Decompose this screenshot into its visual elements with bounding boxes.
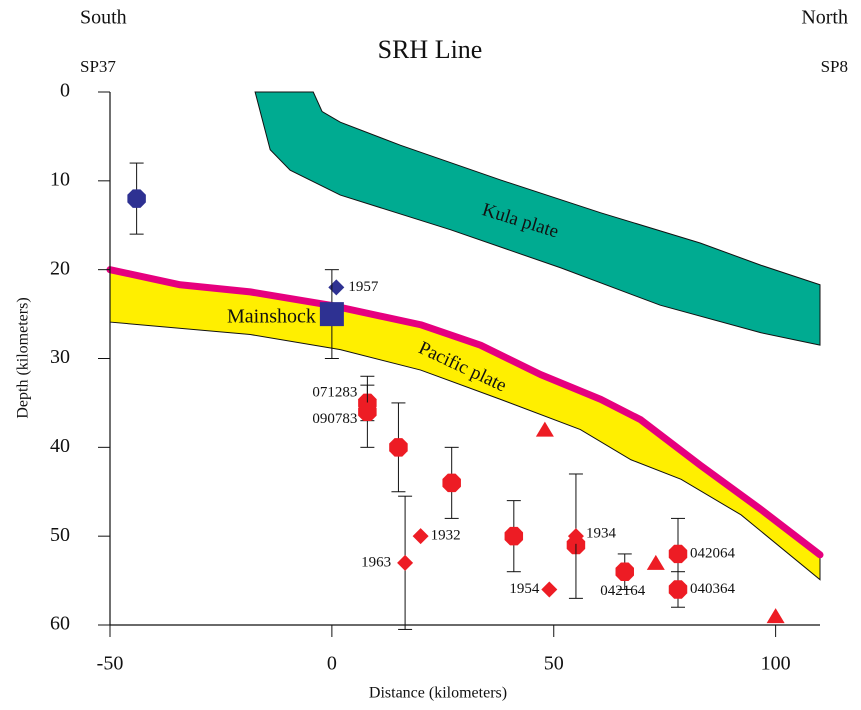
point-label: Mainshock [227,306,316,328]
point-octagon [504,526,524,546]
x-tick-label: 50 [544,653,564,675]
corner-label: North [801,7,848,29]
point-triangle [646,554,665,570]
corner-label: SP37 [80,57,116,76]
point-label: 1963 [361,554,391,570]
x-tick-label: -50 [97,653,124,675]
plate-band [254,91,821,346]
point-label: 1932 [431,528,461,544]
point-diamond [412,528,429,545]
y-tick-label: 40 [50,435,70,457]
point-octagon [127,189,146,208]
point-label: 1954 [509,581,540,597]
y-tick-label: 60 [50,613,70,635]
y-tick-label: 10 [50,168,70,190]
point-label: 040364 [690,581,736,597]
point-label: 071283 [312,384,357,400]
x-axis-label: Distance (kilometers) [369,685,507,702]
point-label: 042164 [600,583,646,599]
point-octagon [668,580,688,599]
y-tick-label: 0 [60,80,70,102]
point-label: 1934 [586,526,617,542]
x-tick-label: 0 [327,653,337,675]
plate-top-line [106,266,824,559]
point-diamond [567,528,584,545]
y-tick-label: 20 [50,257,70,279]
point-diamond [397,554,414,571]
point-label: 1957 [348,279,379,295]
point-label: 090783 [312,411,357,427]
point-octagon [615,562,634,581]
point-label: 042064 [690,545,736,561]
point-octagon [668,544,688,564]
y-tick-label: 30 [50,346,70,368]
point-triangle [766,608,785,624]
point-diamond [328,279,345,296]
point-triangle [535,421,554,437]
point-octagon [389,438,408,457]
corner-label: SP8 [821,57,848,76]
chart-title: SRH Line [378,35,483,64]
x-tick-label: 100 [761,653,791,675]
point-diamond [541,581,558,598]
point-octagon [442,473,461,493]
y-tick-label: 50 [50,524,70,546]
point-octagon [358,402,377,422]
y-axis-label: Depth (kilometers) [15,297,32,418]
point-square [319,302,344,327]
corner-label: South [80,7,127,29]
